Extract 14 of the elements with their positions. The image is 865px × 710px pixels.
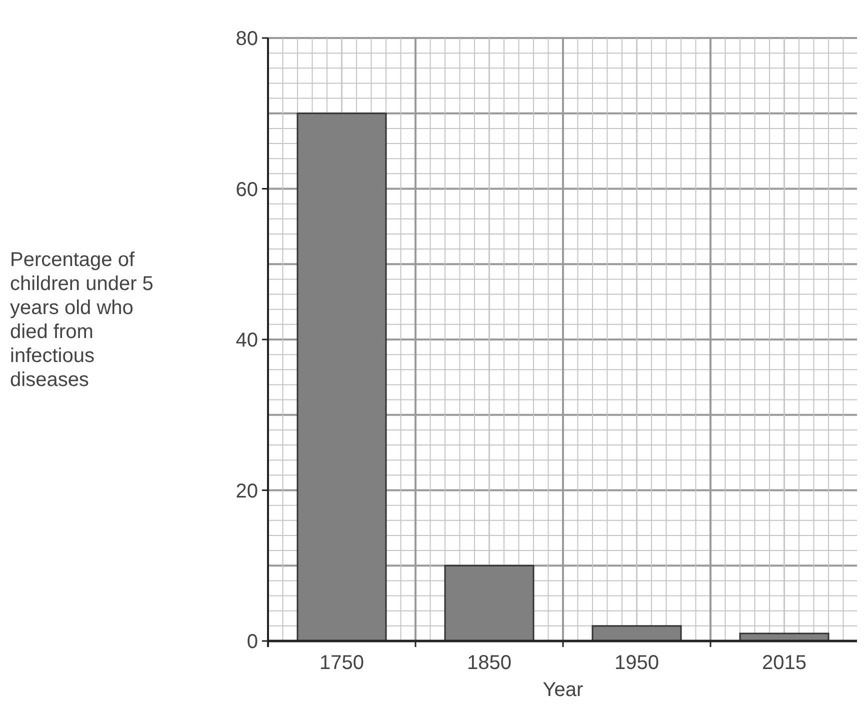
x-tick-label: 2015 <box>762 652 806 674</box>
x-tick-label: 1850 <box>467 652 512 674</box>
y-axis-title: Percentage of children under 5 years old who died from infectious diseases <box>10 249 154 391</box>
x-axis-title: Year <box>542 679 584 701</box>
y-tick-label: 80 <box>236 28 258 50</box>
y-tick-label: 0 <box>246 631 258 653</box>
y-tick-label: 20 <box>236 480 258 502</box>
x-tick-label: 1750 <box>320 652 364 674</box>
bar <box>444 564 534 642</box>
bar <box>592 625 682 642</box>
bar <box>296 112 387 642</box>
y-tick-label: 40 <box>236 330 258 352</box>
y-tick-label: 60 <box>236 178 258 201</box>
x-tick-label: 1950 <box>614 652 659 674</box>
